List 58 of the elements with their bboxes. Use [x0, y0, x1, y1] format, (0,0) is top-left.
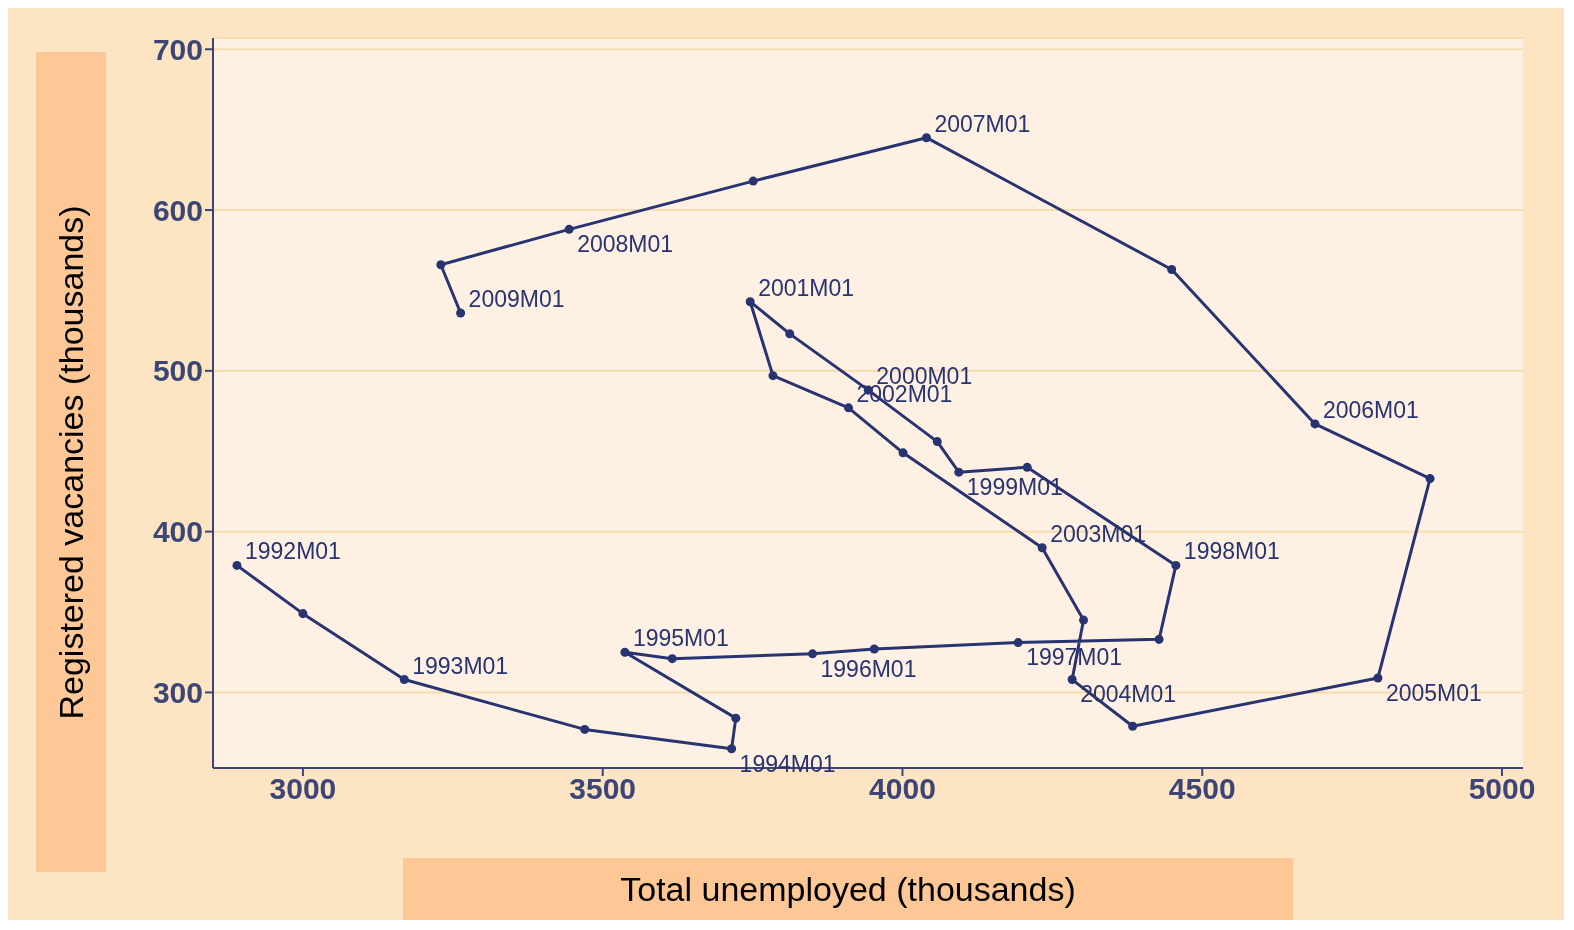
point	[1079, 615, 1089, 625]
y-tick-label: 600	[152, 193, 203, 227]
y-tick-label: 400	[152, 515, 203, 549]
annotation: 1992M01	[244, 538, 341, 565]
y-tick-label: 500	[152, 354, 203, 388]
point	[1037, 543, 1047, 553]
point	[1167, 265, 1177, 275]
point	[1067, 675, 1077, 685]
y-tick-label: 700	[152, 32, 203, 66]
point	[667, 654, 677, 664]
point	[580, 724, 590, 734]
point	[921, 133, 931, 143]
point	[1013, 638, 1023, 648]
point	[748, 176, 758, 186]
point	[731, 713, 741, 723]
x-tick-label: 4500	[1168, 772, 1236, 806]
point	[768, 371, 778, 381]
annotation: 1998M01	[1183, 538, 1280, 565]
point	[1373, 673, 1383, 683]
annotation: 2001M01	[758, 274, 855, 301]
point	[898, 448, 908, 458]
point	[727, 744, 737, 754]
annotation: 2008M01	[577, 231, 674, 258]
x-tick-label: 3000	[269, 772, 337, 806]
annotation: 1995M01	[632, 625, 729, 652]
annotation: 2005M01	[1385, 679, 1482, 706]
point	[1022, 462, 1032, 472]
point	[436, 260, 446, 270]
point	[1154, 634, 1164, 644]
point	[1128, 721, 1138, 731]
point	[1310, 419, 1320, 429]
x-tick-label: 4000	[869, 772, 936, 806]
point	[298, 609, 308, 619]
point	[954, 467, 964, 477]
point	[564, 224, 574, 234]
point	[745, 297, 755, 307]
point	[808, 649, 818, 659]
point	[869, 644, 879, 654]
x-axis-title: Total unemployed (thousands)	[403, 858, 1293, 920]
point	[232, 560, 242, 570]
annotation: 2006M01	[1322, 396, 1419, 423]
point	[785, 329, 795, 339]
point	[932, 437, 942, 447]
annotation: 2009M01	[468, 285, 565, 312]
point	[399, 675, 409, 685]
point	[1171, 560, 1181, 570]
annotation: 2007M01	[934, 110, 1031, 137]
point	[456, 308, 466, 318]
point	[1425, 474, 1435, 484]
annotation: 1999M01	[966, 473, 1063, 500]
point	[620, 647, 630, 657]
annotation: 1996M01	[820, 655, 917, 682]
point	[844, 403, 854, 413]
x-tick-label: 5000	[1468, 772, 1536, 806]
y-axis-title: Registered vacancies (thousands)	[51, 204, 91, 720]
annotation: 1993M01	[412, 652, 509, 679]
x-tick-label: 3500	[569, 772, 637, 806]
y-tick-label: 300	[152, 676, 203, 710]
